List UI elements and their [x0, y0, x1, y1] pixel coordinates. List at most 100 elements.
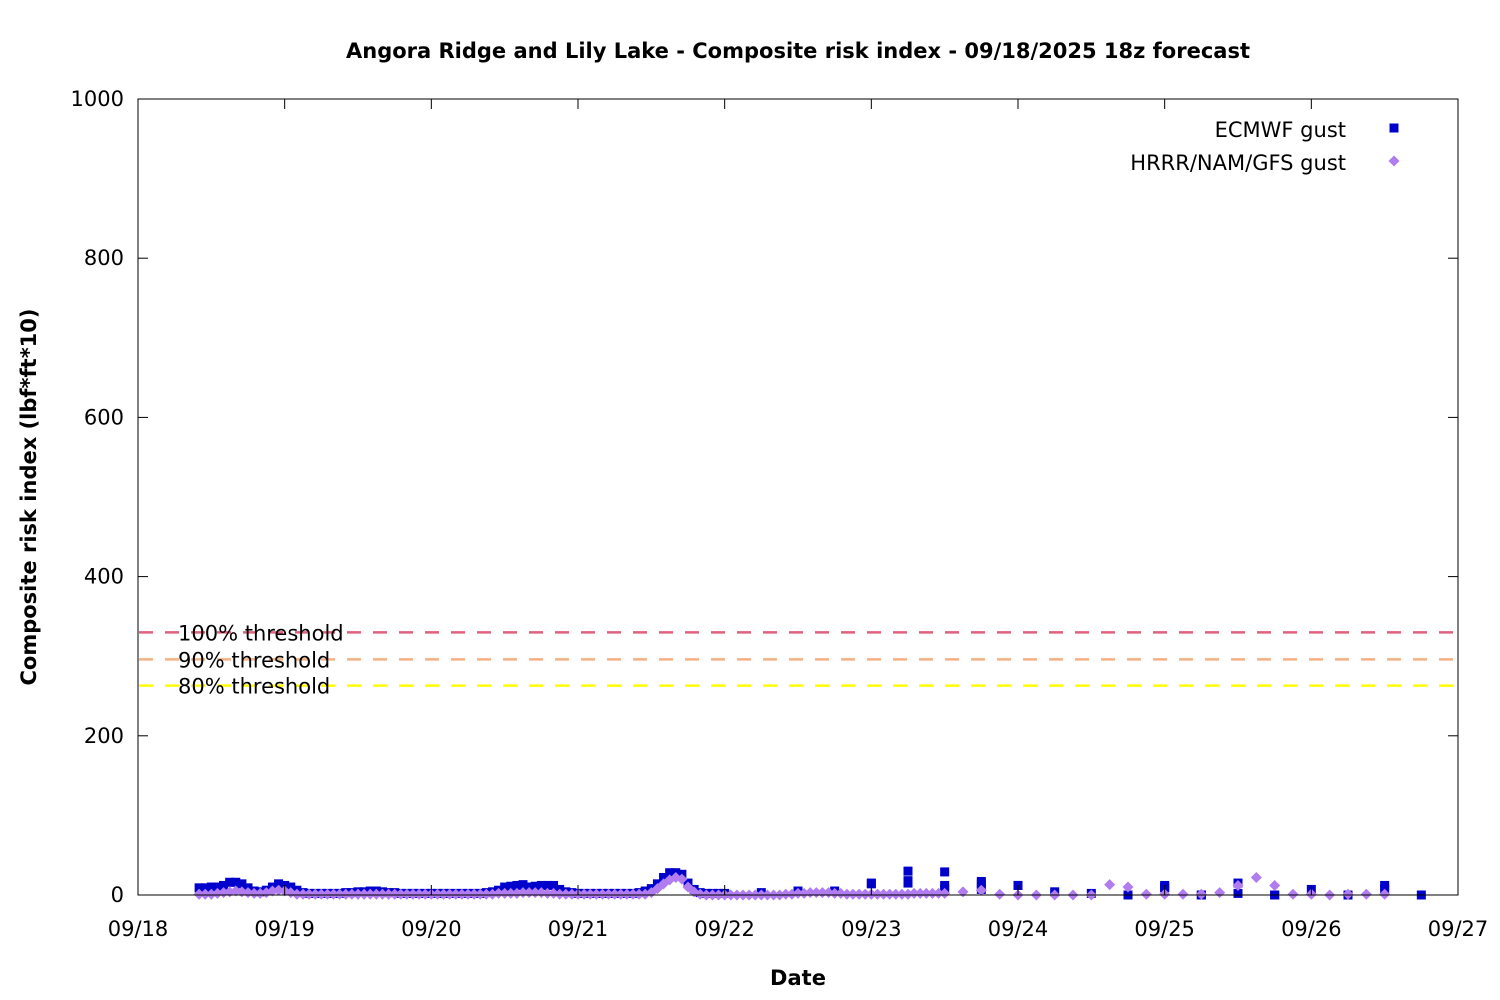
data-point-diamond: [419, 888, 431, 900]
data-point-diamond: [493, 887, 505, 899]
data-point-diamond: [315, 888, 327, 900]
data-point-diamond: [248, 887, 260, 899]
data-point-diamond: [450, 888, 462, 900]
data-point-diamond: [554, 888, 566, 900]
data-point-square: [206, 882, 216, 892]
data-point-diamond: [1287, 888, 1299, 900]
data-point-diamond: [358, 888, 370, 900]
data-point-diamond: [1104, 879, 1116, 891]
x-tick-label: 09/20: [401, 917, 462, 941]
data-point-square: [1380, 884, 1390, 894]
data-point-diamond: [541, 887, 553, 899]
data-point-diamond: [1122, 881, 1134, 893]
data-point-square: [512, 880, 522, 890]
data-point-diamond: [468, 888, 480, 900]
data-point-diamond: [1269, 879, 1281, 891]
data-point-diamond: [389, 888, 401, 900]
data-point-diamond: [939, 887, 951, 899]
y-tick-label: 0: [111, 883, 124, 907]
legend-markers: [1388, 123, 1400, 167]
legend-marker-square: [1389, 123, 1399, 133]
data-point-diamond: [890, 888, 902, 900]
x-axis-label: Date: [770, 966, 826, 990]
data-point-diamond: [395, 888, 407, 900]
data-point-diamond: [792, 887, 804, 899]
data-point-diamond: [383, 888, 395, 900]
data-point-square: [536, 880, 546, 890]
legend-label-ecmwf-gust: ECMWF gust: [1215, 118, 1346, 142]
axis-ticks: 0 200 400 600 800 1000 09/18 09/19 09/20 09/21 09/…: [71, 87, 1489, 941]
data-point-diamond: [566, 888, 578, 900]
data-point-square: [200, 883, 210, 893]
data-point-diamond: [920, 887, 932, 899]
legend: ECMWF gust HRRR/NAM/GFS gust: [1130, 118, 1400, 175]
series-hrrr-nam-gfs-gust: [193, 871, 1391, 901]
data-point-diamond: [596, 888, 608, 900]
data-point-diamond: [321, 888, 333, 900]
threshold-label: 100% threshold: [178, 621, 344, 645]
data-point-square: [524, 882, 534, 892]
data-point-diamond: [884, 888, 896, 900]
data-point-diamond: [303, 888, 315, 900]
x-tick-label: 09/22: [694, 917, 755, 941]
data-point-square: [549, 880, 559, 890]
data-point-diamond: [676, 873, 688, 885]
data-point-diamond: [444, 888, 456, 900]
data-point-diamond: [780, 888, 792, 900]
y-tick-label: 600: [84, 405, 124, 429]
data-point-diamond: [1214, 887, 1226, 899]
data-point-diamond: [859, 888, 871, 900]
data-point-square: [530, 881, 540, 891]
data-point-diamond: [193, 888, 205, 900]
data-point-diamond: [633, 888, 645, 900]
y-tick-label: 400: [84, 565, 124, 589]
data-point-diamond: [926, 887, 938, 899]
data-point-diamond: [309, 888, 321, 900]
data-point-diamond: [975, 884, 987, 896]
data-point-diamond: [627, 888, 639, 900]
data-point-square: [237, 879, 247, 889]
data-point-diamond: [480, 888, 492, 900]
data-point-diamond: [584, 888, 596, 900]
data-point-square: [274, 879, 284, 889]
data-point-diamond: [914, 887, 926, 899]
data-point-diamond: [1342, 888, 1354, 900]
data-point-diamond: [908, 887, 920, 899]
data-point-diamond: [829, 887, 841, 899]
data-point-diamond: [346, 888, 358, 900]
y-tick-label: 200: [84, 724, 124, 748]
data-point-diamond: [376, 888, 388, 900]
data-point-diamond: [334, 888, 346, 900]
y-axis-label: Composite risk index (lbf*ft*10): [17, 308, 41, 685]
data-point-square: [225, 877, 235, 887]
data-point-square: [940, 867, 950, 877]
plot-area-frame: [137, 98, 1459, 896]
data-point-diamond: [401, 888, 413, 900]
data-point-square: [903, 876, 913, 886]
data-point-square: [1233, 888, 1243, 898]
data-point-diamond: [1195, 888, 1207, 900]
data-point-square: [506, 881, 516, 891]
data-point-diamond: [871, 888, 883, 900]
data-point-diamond: [1250, 871, 1262, 883]
x-tick-label: 09/18: [108, 917, 169, 941]
data-point-diamond: [853, 888, 865, 900]
data-point-diamond: [474, 888, 486, 900]
data-point-square: [659, 872, 669, 882]
data-point-diamond: [957, 886, 969, 898]
data-point-diamond: [1360, 888, 1372, 900]
x-tick-label: 09/27: [1428, 917, 1489, 941]
data-point-diamond: [933, 887, 945, 899]
data-point-diamond: [462, 888, 474, 900]
data-point-square: [500, 882, 510, 892]
data-point-square: [976, 879, 986, 889]
data-point-diamond: [1177, 888, 1189, 900]
data-point-diamond: [609, 888, 621, 900]
data-point-square: [542, 880, 552, 890]
data-point-diamond: [560, 888, 572, 900]
data-point-diamond: [199, 888, 211, 900]
data-point-diamond: [590, 888, 602, 900]
data-point-square: [940, 880, 950, 890]
data-point-diamond: [340, 888, 352, 900]
